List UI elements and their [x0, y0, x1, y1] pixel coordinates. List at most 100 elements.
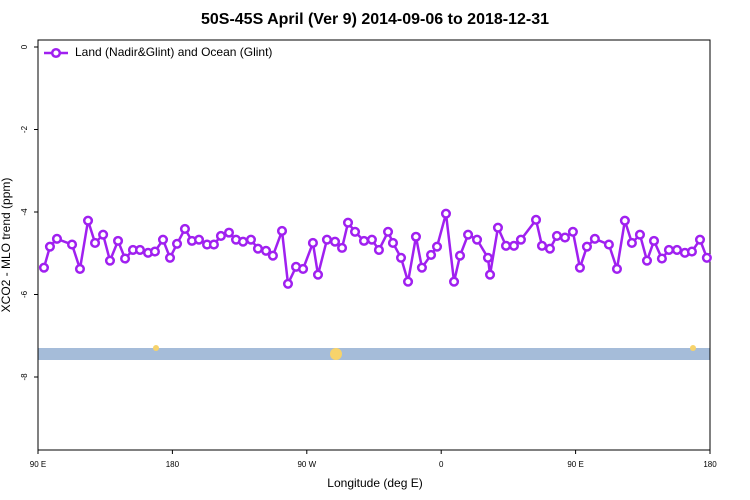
point — [656, 253, 667, 264]
legend-label: Land (Nadir&Glint) and Ocean (Glint) — [75, 45, 272, 59]
point — [321, 234, 333, 245]
point — [416, 262, 427, 273]
point — [671, 244, 683, 255]
point — [342, 217, 354, 228]
point — [223, 227, 235, 238]
y-tick-label: -8 — [20, 373, 29, 381]
point — [149, 246, 160, 257]
point — [663, 244, 674, 255]
point — [382, 226, 394, 237]
point — [179, 223, 190, 234]
point — [402, 276, 414, 287]
point — [237, 236, 249, 247]
x-tick-label: 90 W — [297, 460, 316, 469]
point — [104, 255, 116, 266]
point — [349, 226, 361, 237]
point — [98, 229, 109, 240]
marker-dot — [690, 345, 696, 351]
point — [701, 252, 712, 263]
point — [298, 263, 309, 274]
x-tick-label: 180 — [703, 460, 717, 469]
point — [120, 253, 131, 264]
y-tick-label: -4 — [20, 208, 29, 216]
point — [454, 250, 466, 261]
x-tick-label: 90 E — [30, 460, 46, 469]
point — [581, 241, 592, 252]
point — [634, 229, 646, 240]
y-tick-label: -2 — [20, 125, 29, 133]
point — [567, 226, 578, 237]
point — [536, 240, 548, 251]
point — [551, 230, 562, 241]
point — [482, 252, 493, 263]
point — [694, 234, 706, 245]
point — [252, 243, 264, 254]
point — [440, 208, 452, 219]
point — [208, 239, 219, 250]
point — [641, 255, 653, 266]
point — [171, 238, 183, 249]
point — [395, 252, 407, 263]
point — [463, 229, 474, 240]
point — [410, 231, 422, 242]
point — [157, 234, 169, 245]
point — [530, 214, 542, 225]
point — [89, 237, 101, 248]
marker-dot — [153, 345, 159, 351]
chart-title: 50S-45S April (Ver 9) 2014-09-06 to 2018… — [201, 11, 549, 28]
point — [508, 240, 519, 251]
y-tick-label: 0 — [20, 44, 29, 49]
point — [448, 276, 460, 287]
point — [112, 235, 124, 246]
point — [431, 241, 443, 252]
point — [626, 237, 637, 248]
point — [603, 239, 614, 250]
point — [574, 262, 585, 273]
point — [82, 215, 94, 226]
x-tick-label: 90 E — [567, 460, 583, 469]
point — [559, 232, 571, 243]
point — [282, 278, 294, 289]
marker-dot — [330, 348, 342, 360]
point — [492, 222, 503, 233]
point — [686, 246, 697, 257]
point — [312, 269, 324, 280]
point — [589, 233, 600, 244]
point — [484, 269, 496, 280]
y-tick-label: -6 — [20, 290, 29, 298]
point — [471, 234, 483, 245]
point — [276, 225, 288, 237]
point — [366, 234, 377, 245]
point — [387, 237, 399, 248]
point — [134, 244, 146, 255]
point — [329, 236, 341, 247]
point — [164, 252, 176, 263]
point — [515, 234, 526, 245]
point — [193, 234, 205, 245]
x-axis-label: Longitude (deg E) — [327, 476, 422, 490]
point — [619, 215, 630, 226]
x-tick-label: 0 — [439, 460, 444, 469]
y-axis-label: XCO2 - MLO trend (ppm) — [0, 178, 13, 313]
point — [336, 242, 348, 253]
point — [373, 244, 384, 255]
point — [215, 230, 226, 241]
plot-frame — [37, 39, 711, 451]
point — [358, 235, 370, 246]
point — [245, 234, 256, 245]
point — [66, 239, 78, 250]
point — [425, 249, 437, 260]
point — [267, 250, 278, 261]
legend-marker — [50, 47, 62, 59]
point — [51, 233, 63, 244]
point — [611, 263, 623, 274]
point — [544, 243, 555, 254]
point — [74, 263, 86, 274]
point — [500, 240, 512, 251]
point — [44, 241, 55, 252]
point — [648, 235, 660, 246]
point — [260, 245, 272, 256]
land-ocean-band — [38, 348, 710, 360]
point — [38, 262, 50, 273]
